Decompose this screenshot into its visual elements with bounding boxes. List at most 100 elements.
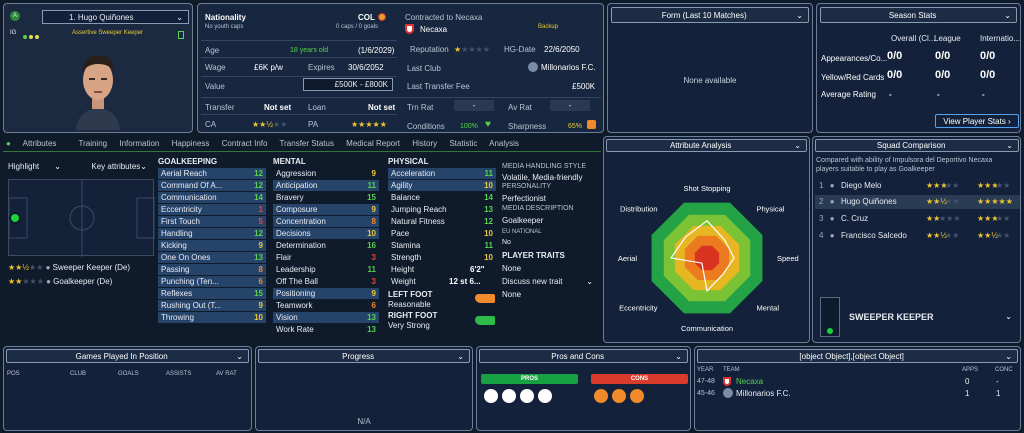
- mental-attribute[interactable]: Decisions 10: [273, 228, 379, 239]
- radar-chart: Shot Stopping Physical Speed Mental Communic…: [618, 184, 799, 333]
- mental-attribute[interactable]: Composure 9: [273, 204, 379, 215]
- tab-medical-report[interactable]: Medical Report: [346, 139, 400, 148]
- goalkeeping-attribute[interactable]: Command Of A... 12: [158, 180, 266, 191]
- attribute-label: Work Rate: [276, 325, 314, 334]
- physical-attribute[interactable]: Balance 14: [388, 192, 496, 203]
- mental-attribute[interactable]: Flair 3: [273, 252, 379, 263]
- attribute-value: 12: [254, 229, 263, 238]
- mental-attribute[interactable]: Determination 16: [273, 240, 379, 251]
- player-photo: [68, 50, 128, 130]
- pros-label: PROS: [481, 374, 578, 384]
- role-dropdown[interactable]: [993, 312, 1017, 323]
- attribute-value: 3: [371, 253, 376, 262]
- radar-label: Shot Stopping: [683, 184, 730, 193]
- goalkeeping-attribute[interactable]: Aerial Reach 12: [158, 168, 266, 179]
- physical-attribute[interactable]: Natural Fitness 12: [388, 216, 496, 227]
- attribute-label: Stamina: [391, 241, 421, 250]
- media-desc-label: MEDIA DESCRIPTION: [502, 205, 574, 212]
- sharpness-value: 65%: [568, 123, 583, 130]
- mental-attribute[interactable]: Work Rate 13: [273, 324, 379, 335]
- attribute-label: Composure: [276, 205, 318, 214]
- goalkeeping-attribute[interactable]: Handling 12: [158, 228, 266, 239]
- goalkeeping-attribute[interactable]: Punching (Ten... 6: [158, 276, 266, 287]
- club-name[interactable]: Necaxa: [420, 25, 448, 34]
- right-boot-icon: [475, 316, 495, 325]
- sharpness-label: Sharpness: [508, 122, 547, 131]
- radar-label: Eccentricity: [619, 303, 658, 312]
- traits-value: None: [502, 264, 522, 273]
- mental-attribute[interactable]: Anticipation 11: [273, 180, 379, 191]
- physical-attribute[interactable]: Strength 10: [388, 252, 496, 263]
- attribute-value: 5: [258, 217, 263, 226]
- physical-attribute[interactable]: Jumping Reach 13: [388, 204, 496, 215]
- squad-row[interactable]: 1 ● Diego Melo ★★★ ★★ ★★★ ★★: [819, 181, 1011, 190]
- tab-happiness[interactable]: Happiness: [171, 139, 210, 148]
- highlight-dropdown[interactable]: Highlight: [8, 161, 66, 173]
- mental-attribute[interactable]: Bravery 15: [273, 192, 379, 203]
- form-empty: None available: [683, 76, 737, 85]
- tab-analysis[interactable]: Analysis: [489, 139, 519, 148]
- squad-row-selected[interactable]: 2 ● Hugo Quiñones ★★½ ★★ ★★★★★: [815, 195, 1020, 209]
- season-dropdown[interactable]: Season Stats: [820, 7, 1017, 23]
- attribute-label: Determination: [276, 241, 326, 250]
- attribute-label: Leadership: [276, 265, 316, 274]
- tab-transfer-status[interactable]: Transfer Status: [279, 139, 334, 148]
- tab-training[interactable]: Training: [78, 139, 108, 148]
- position-row[interactable]: ★★½★★ ● Sweeper Keeper (De): [8, 263, 131, 272]
- attribute-label: Pace: [391, 229, 410, 238]
- goalkeeping-attribute[interactable]: Throwing 10: [158, 312, 266, 323]
- attribute-value: 9: [371, 169, 376, 178]
- attribute-label: Kicking: [161, 241, 187, 250]
- season-cell: 0/0: [980, 50, 996, 62]
- mental-attribute[interactable]: Vision 13: [273, 312, 379, 323]
- progress-dropdown[interactable]: Progress: [258, 349, 470, 363]
- physical-attribute[interactable]: Stamina 11: [388, 240, 496, 251]
- tab-attributes[interactable]: ● Attributes: [6, 139, 57, 148]
- role-title: SWEEPER KEEPER: [849, 312, 934, 322]
- key-attributes-dropdown[interactable]: Key attributes: [76, 161, 152, 173]
- physical-attribute[interactable]: Agility 10: [388, 180, 496, 191]
- tab-history[interactable]: History: [412, 139, 438, 148]
- goalkeeping-attribute[interactable]: Eccentricity 1: [158, 204, 266, 215]
- form-dropdown[interactable]: Form (Last 10 Matches): [611, 7, 809, 23]
- pros-cons-dropdown[interactable]: Pros and Cons: [479, 349, 688, 363]
- squad-row[interactable]: 4 ● Francisco Salcedo ★★½ ★★ ★★½ ★★: [819, 231, 1011, 240]
- expires-label: Expires: [308, 63, 335, 72]
- goalkeeping-attribute[interactable]: Reflexes 15: [158, 288, 266, 299]
- mental-attribute[interactable]: Aggression 9: [273, 168, 379, 179]
- mental-attribute[interactable]: Teamwork 6: [273, 300, 379, 311]
- career-team[interactable]: Necaxa: [736, 377, 764, 386]
- position-row[interactable]: ★★★★★ ● Goalkeeper (De): [8, 277, 113, 286]
- squad-dropdown[interactable]: Squad Comparison: [815, 139, 1019, 152]
- goalkeeping-attribute[interactable]: One On Ones 13: [158, 252, 266, 263]
- tab-statistic[interactable]: Statistic: [449, 139, 478, 148]
- physical-attribute[interactable]: Pace 10: [388, 228, 496, 239]
- analysis-dropdown[interactable]: Attribute Analysis: [606, 139, 807, 152]
- games-dropdown[interactable]: Games Played In Position: [6, 349, 249, 363]
- goalkeeping-attribute[interactable]: Kicking 9: [158, 240, 266, 251]
- mental-attribute[interactable]: Leadership 11: [273, 264, 379, 275]
- attribute-value: 10: [484, 253, 493, 262]
- attribute-label: Bravery: [276, 193, 304, 202]
- ig-label: IG: [10, 30, 17, 36]
- tab-information[interactable]: Information: [119, 139, 160, 148]
- mental-attribute[interactable]: Positioning 9: [273, 288, 379, 299]
- dob-value: (1/6/2029): [358, 46, 395, 55]
- goalkeeping-attribute[interactable]: First Touch 5: [158, 216, 266, 227]
- mental-attribute[interactable]: Concentration 8: [273, 216, 379, 227]
- goalkeeping-attribute[interactable]: Communication 14: [158, 192, 266, 203]
- goalkeeping-attribute[interactable]: Passing 8: [158, 264, 266, 275]
- physical-attribute[interactable]: Acceleration 11: [388, 168, 496, 179]
- career-team[interactable]: Millonarios F.C.: [736, 389, 791, 398]
- player-select[interactable]: 1. Hugo Quiñones: [42, 10, 189, 24]
- form-panel: Form (Last 10 Matches) None available: [607, 3, 813, 133]
- squad-row[interactable]: 3 ● C. Cruz ★★ ★★★ ★★★ ★★: [819, 214, 1011, 223]
- discuss-trait-dropdown[interactable]: Discuss new trait: [502, 276, 598, 287]
- last-club-value[interactable]: Millonarios F.C.: [541, 63, 596, 72]
- mental-attribute[interactable]: Off The Ball 3: [273, 276, 379, 287]
- view-player-stats-button[interactable]: View Player Stats ›: [935, 114, 1019, 128]
- career-dropdown[interactable]: [object Object],[object Object]: [697, 349, 1018, 363]
- goalkeeping-attribute[interactable]: Rushing Out (T... 9: [158, 300, 266, 311]
- career-col: YEAR: [697, 367, 714, 373]
- tab-contract-info[interactable]: Contract Info: [221, 139, 268, 148]
